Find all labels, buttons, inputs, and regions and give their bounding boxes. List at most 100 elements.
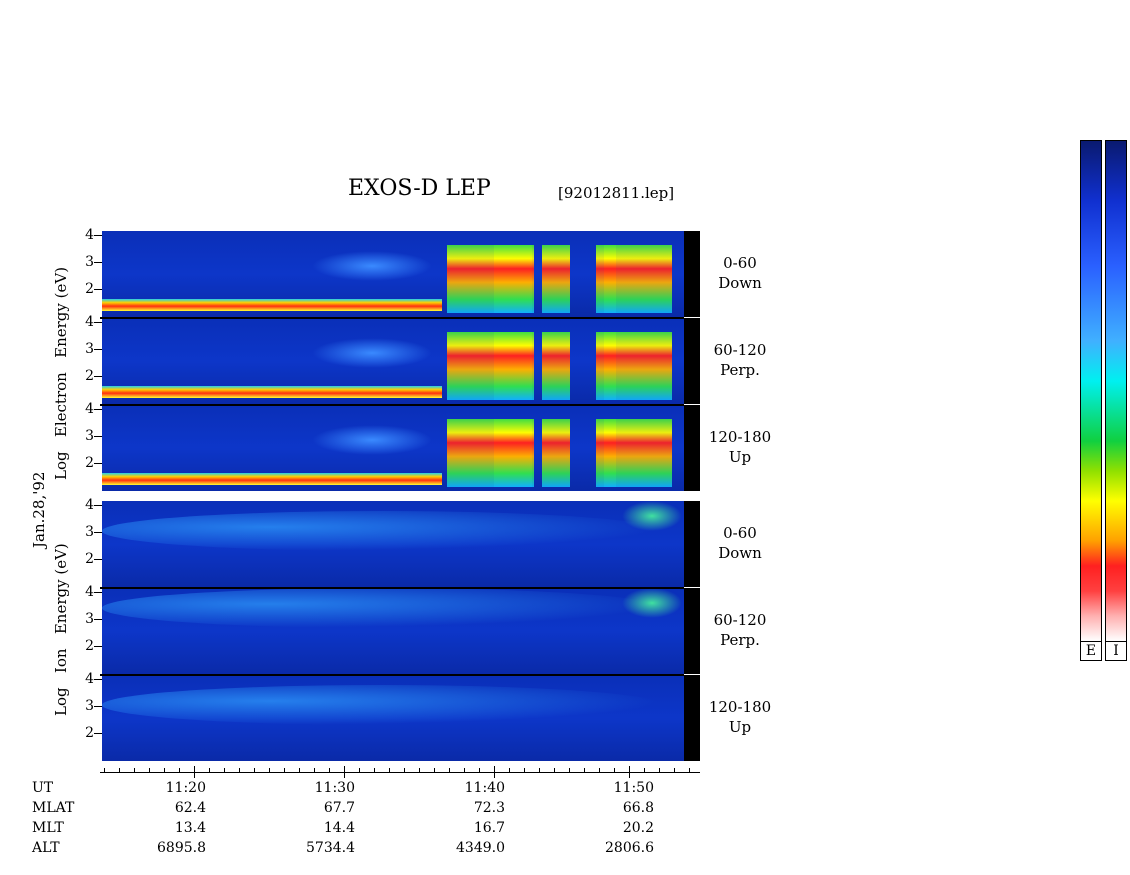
x-tick-mark	[284, 768, 285, 772]
x-tick-mark	[209, 768, 210, 772]
panel-direction: Down	[718, 274, 762, 292]
x-tick-mark	[344, 766, 345, 778]
y-tick-label: 2	[85, 725, 94, 741]
energy-burst	[542, 419, 570, 487]
x-tick-mark	[269, 768, 270, 772]
y-tick-label: 3	[85, 254, 94, 270]
y-tick-mark	[94, 409, 102, 410]
panel-direction: Perp.	[720, 631, 760, 649]
colorbar-ion-label: I	[1105, 641, 1127, 661]
ephemeris-value: 11:20	[165, 780, 206, 796]
panel-separator	[100, 674, 684, 676]
x-tick-mark	[299, 768, 300, 772]
y-tick-mark	[94, 733, 102, 734]
diffuse-glow	[312, 338, 432, 368]
panel-label: 0-60 Down	[700, 253, 780, 293]
ephemeris-value: 72.3	[473, 800, 505, 816]
no-data-bar	[684, 405, 700, 491]
file-name: [92012811.lep]	[558, 184, 675, 202]
panel-direction: Down	[718, 544, 762, 562]
panel-separator	[100, 317, 684, 319]
energy-burst	[494, 332, 534, 400]
ephemeris-value: 67.7	[323, 800, 355, 816]
y-tick-mark	[94, 619, 102, 620]
ion-band	[102, 685, 662, 725]
diffuse-glow	[312, 251, 432, 281]
ephemeris-value: 11:40	[464, 780, 505, 796]
x-tick-mark	[434, 768, 435, 772]
x-tick-mark	[104, 768, 105, 772]
y-tick-label: 3	[85, 428, 94, 444]
x-tick-mark	[404, 768, 405, 772]
panel-angle: 120-180	[708, 428, 772, 446]
x-tick-mark	[659, 768, 660, 772]
y-tick-label: 4	[85, 584, 94, 600]
date-label: Jan.28,'92	[30, 471, 48, 548]
ephemeris-value: 11:30	[314, 780, 355, 796]
ephemeris-row-label: MLT	[32, 820, 64, 836]
energy-burst	[604, 419, 672, 487]
y-tick-mark	[94, 436, 102, 437]
y-tick-mark	[94, 592, 102, 593]
y-tick-label: 4	[85, 497, 94, 513]
ephemeris-row-label: ALT	[32, 840, 60, 856]
y-tick-mark	[94, 262, 102, 263]
ion-burst	[622, 501, 682, 531]
y-tick-label: 4	[85, 227, 94, 243]
y-tick-label: 2	[85, 551, 94, 567]
low-energy-band	[102, 386, 442, 398]
ion-band	[102, 588, 662, 628]
x-tick-mark	[569, 768, 570, 772]
x-tick-mark	[629, 766, 630, 778]
ephemeris-row-label: MLAT	[32, 800, 75, 816]
x-tick-mark	[509, 768, 510, 772]
panel-angle: 0-60	[723, 254, 757, 272]
energy-burst	[494, 419, 534, 487]
x-tick-mark	[224, 768, 225, 772]
x-tick-mark	[119, 768, 120, 772]
y-tick-label: 4	[85, 314, 94, 330]
spectrogram-panel	[102, 501, 684, 587]
spectrogram-panel	[102, 675, 684, 761]
x-tick-mark	[329, 768, 330, 772]
y-tick-label: 3	[85, 341, 94, 357]
x-tick-mark	[149, 768, 150, 772]
ion-axis-label: Log Ion Energy (eV)	[52, 543, 70, 716]
x-tick-mark	[419, 768, 420, 772]
panel-direction: Up	[728, 448, 752, 466]
x-tick-mark	[254, 768, 255, 772]
x-tick-mark	[479, 768, 480, 772]
x-tick-mark	[689, 768, 690, 772]
ion-burst	[622, 588, 682, 618]
ephemeris-value: 4349.0	[456, 840, 505, 856]
energy-burst	[542, 245, 570, 313]
y-tick-mark	[94, 706, 102, 707]
y-tick-label: 2	[85, 638, 94, 654]
y-tick-mark	[94, 376, 102, 377]
x-tick-mark	[359, 768, 360, 772]
spectrogram-panel	[102, 588, 684, 674]
ion-band	[102, 511, 662, 551]
y-tick-mark	[94, 532, 102, 533]
panel-direction: Perp.	[720, 361, 760, 379]
x-tick-mark	[644, 768, 645, 772]
colorbar-electron-label: E	[1080, 641, 1102, 661]
x-tick-mark	[464, 768, 465, 772]
x-tick-mark	[374, 768, 375, 772]
no-data-bar	[684, 231, 700, 317]
no-data-bar	[684, 501, 700, 587]
colorbar-electron	[1080, 140, 1102, 642]
y-tick-mark	[94, 463, 102, 464]
panel-label: 120-180 Up	[700, 697, 780, 737]
spectrogram-panel	[102, 405, 684, 491]
y-tick-mark	[94, 679, 102, 680]
panel-angle: 60-120	[713, 341, 767, 359]
y-tick-label: 4	[85, 671, 94, 687]
x-tick-mark	[314, 768, 315, 772]
y-tick-label: 2	[85, 281, 94, 297]
no-data-bar	[684, 588, 700, 674]
panel-label: 120-180 Up	[700, 427, 780, 467]
x-tick-mark	[389, 768, 390, 772]
ephemeris-value: 2806.6	[605, 840, 654, 856]
panel-angle: 0-60	[723, 524, 757, 542]
